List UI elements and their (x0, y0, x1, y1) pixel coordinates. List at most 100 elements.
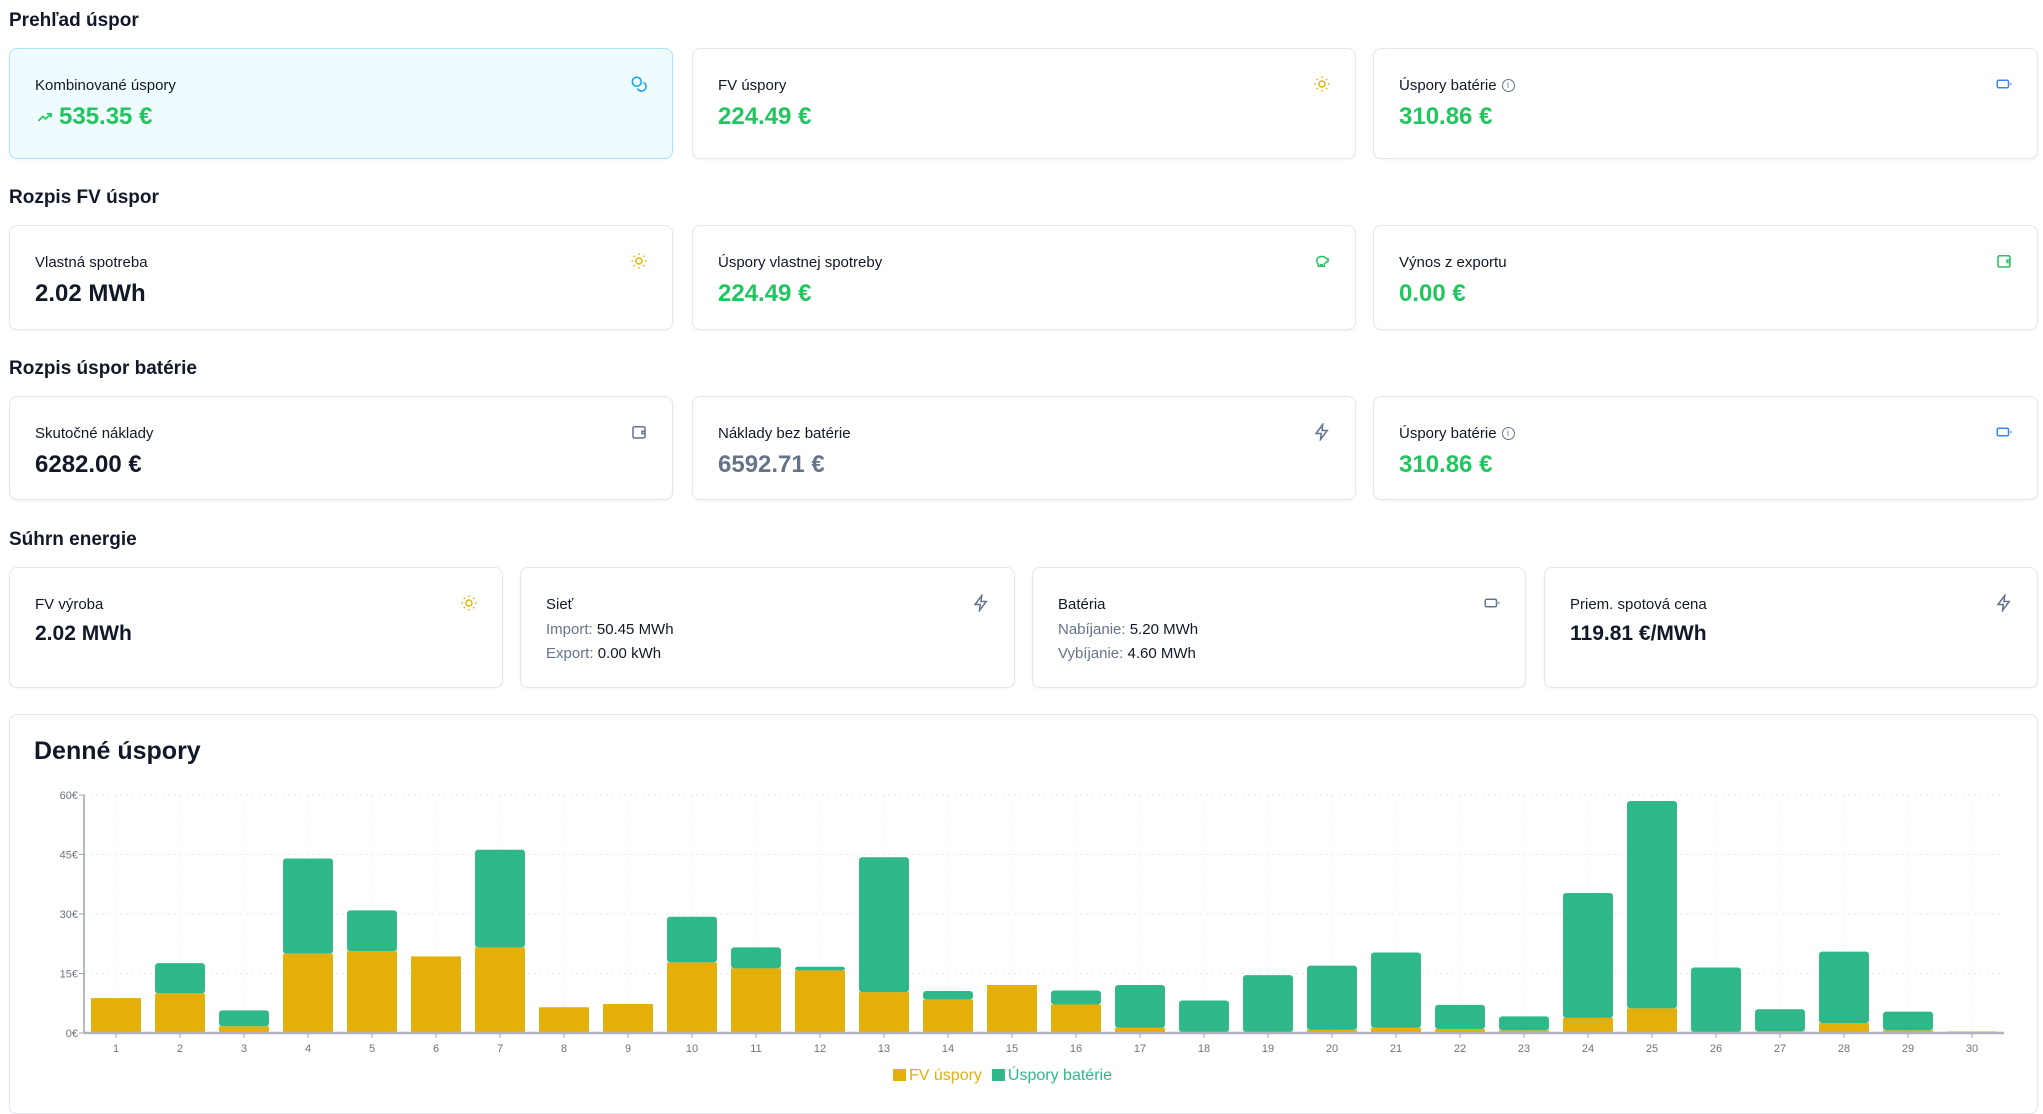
bar-fv-day-11 (731, 968, 781, 1033)
card-label: Kombinované úspory (35, 77, 176, 94)
x-tick-label: 30 (1966, 1043, 1978, 1055)
x-tick-label: 9 (625, 1043, 631, 1055)
x-tick-label: 20 (1326, 1043, 1338, 1055)
bar-battery-day-7 (475, 849, 525, 948)
bar-battery-day-3 (219, 1010, 269, 1027)
bar-fv-day-15 (987, 985, 1037, 1033)
sun-icon (461, 595, 477, 611)
battery-savings-card: Úspory batérie i 310.86 € (1373, 48, 2038, 159)
zap-icon (1996, 594, 2011, 612)
card-label: FV úspory (718, 77, 787, 94)
x-tick-label: 16 (1070, 1043, 1082, 1055)
y-tick-label: 60€ (60, 790, 78, 802)
x-tick-label: 26 (1710, 1043, 1722, 1055)
combined-savings-card: Kombinované úspory 535.35 € (9, 48, 673, 159)
grid-card: Sieť Import: 50.45 MWh Export: 0.00 kWh (520, 567, 1015, 688)
battery-icon (1996, 79, 2012, 89)
card-value: 224.49 € (718, 280, 812, 307)
x-tick-label: 27 (1774, 1043, 1786, 1055)
x-tick-label: 11 (750, 1043, 761, 1055)
costs-without-battery-card: Náklady bez batérie 6592.71 € (692, 396, 1356, 500)
x-tick-label: 10 (686, 1043, 698, 1055)
self-consumption-card: Vlastná spotreba 2.02 MWh (9, 225, 673, 330)
self-consumption-savings-card: Úspory vlastnej spotreby 224.49 € (692, 225, 1356, 330)
y-tick-label: 30€ (60, 909, 78, 921)
bar-battery-day-17 (1115, 985, 1165, 1028)
actual-costs-card: Skutočné náklady 6282.00 € (9, 396, 673, 500)
export-label: Export: (546, 645, 594, 662)
card-value: 2.02 MWh (35, 622, 132, 645)
spot-price-card: Priem. spotová cena 119.81 €/MWh (1544, 567, 2038, 688)
bar-fv-day-12 (795, 970, 845, 1033)
card-label: FV výroba (35, 596, 104, 613)
bar-fv-day-24 (1563, 1017, 1613, 1033)
card-value: 2.02 MWh (35, 280, 146, 307)
x-tick-label: 7 (497, 1043, 503, 1055)
x-tick-label: 19 (1262, 1043, 1274, 1055)
bar-fv-day-28 (1819, 1023, 1869, 1033)
legend-swatch (893, 1069, 906, 1081)
card-label: Sieť (546, 596, 574, 613)
card-value: 310.86 € (1399, 103, 1493, 130)
card-label: Batéria (1058, 596, 1106, 613)
x-tick-label: 29 (1902, 1043, 1914, 1055)
battery-icon (1996, 427, 2012, 437)
bar-fv-day-3 (219, 1026, 269, 1033)
card-value: 224.49 € (718, 103, 812, 130)
bar-fv-day-6 (411, 956, 461, 1033)
bar-battery-day-2 (155, 963, 205, 994)
zap-icon (973, 594, 988, 612)
bar-battery-day-13 (859, 857, 909, 993)
wallet-icon (632, 426, 646, 439)
bar-battery-day-14 (923, 990, 973, 1000)
x-tick-label: 24 (1582, 1043, 1594, 1055)
y-tick-label: 15€ (60, 969, 78, 981)
bar-battery-day-23 (1499, 1016, 1549, 1031)
bar-battery-day-26 (1691, 967, 1741, 1033)
info-icon[interactable]: i (1501, 79, 1515, 92)
bar-fv-day-20 (1307, 1029, 1357, 1033)
card-value: 6282.00 € (35, 451, 142, 478)
zap-icon (1314, 423, 1329, 441)
legend-label-fv: FV úspory (909, 1067, 982, 1084)
charge-label: Nabíjanie: (1058, 621, 1126, 638)
legend-swatch (991, 1069, 1005, 1081)
bar-fv-day-23 (1499, 1030, 1549, 1033)
x-tick-label: 28 (1838, 1043, 1850, 1055)
bar-battery-day-18 (1179, 1000, 1229, 1033)
section-title-overview: Prehľad úspor (9, 10, 139, 31)
discharge-value: 4.60 MWh (1127, 645, 1196, 662)
bar-battery-day-16 (1051, 990, 1101, 1005)
bar-battery-day-22 (1435, 1004, 1485, 1030)
card-value: 310.86 € (1399, 451, 1493, 478)
card-label: Úspory batérie (1399, 425, 1497, 442)
card-label: Skutočné náklady (35, 425, 154, 442)
x-tick-label: 22 (1454, 1043, 1466, 1055)
card-value: 119.81 €/MWh (1570, 622, 1707, 645)
bar-battery-day-28 (1819, 951, 1869, 1024)
bar-fv-day-10 (667, 962, 717, 1033)
card-value: 0.00 € (1399, 280, 1466, 307)
bar-battery-day-5 (347, 910, 397, 952)
bar-fv-day-29 (1883, 1030, 1933, 1033)
x-tick-label: 5 (369, 1043, 375, 1055)
section-title-battery-breakdown: Rozpis úspor batérie (9, 358, 197, 379)
bar-fv-day-5 (347, 951, 397, 1033)
bar-battery-day-24 (1563, 892, 1613, 1018)
x-tick-label: 18 (1198, 1043, 1210, 1055)
piggy-bank-icon (1316, 255, 1329, 267)
coins-icon (631, 76, 647, 92)
x-tick-label: 1 (113, 1043, 119, 1055)
x-tick-label: 3 (241, 1043, 247, 1055)
x-tick-label: 23 (1518, 1043, 1530, 1055)
bar-fv-day-9 (603, 1004, 653, 1033)
bar-battery-day-12 (795, 966, 845, 971)
x-tick-label: 12 (814, 1043, 826, 1055)
info-icon[interactable]: i (1501, 427, 1515, 440)
bar-battery-day-19 (1243, 975, 1293, 1033)
bar-fv-day-16 (1051, 1004, 1101, 1033)
card-label: Náklady bez batérie (718, 425, 851, 442)
sun-icon (631, 253, 647, 269)
card-label: Úspory vlastnej spotreby (718, 254, 883, 271)
bar-battery-day-29 (1883, 1011, 1933, 1031)
